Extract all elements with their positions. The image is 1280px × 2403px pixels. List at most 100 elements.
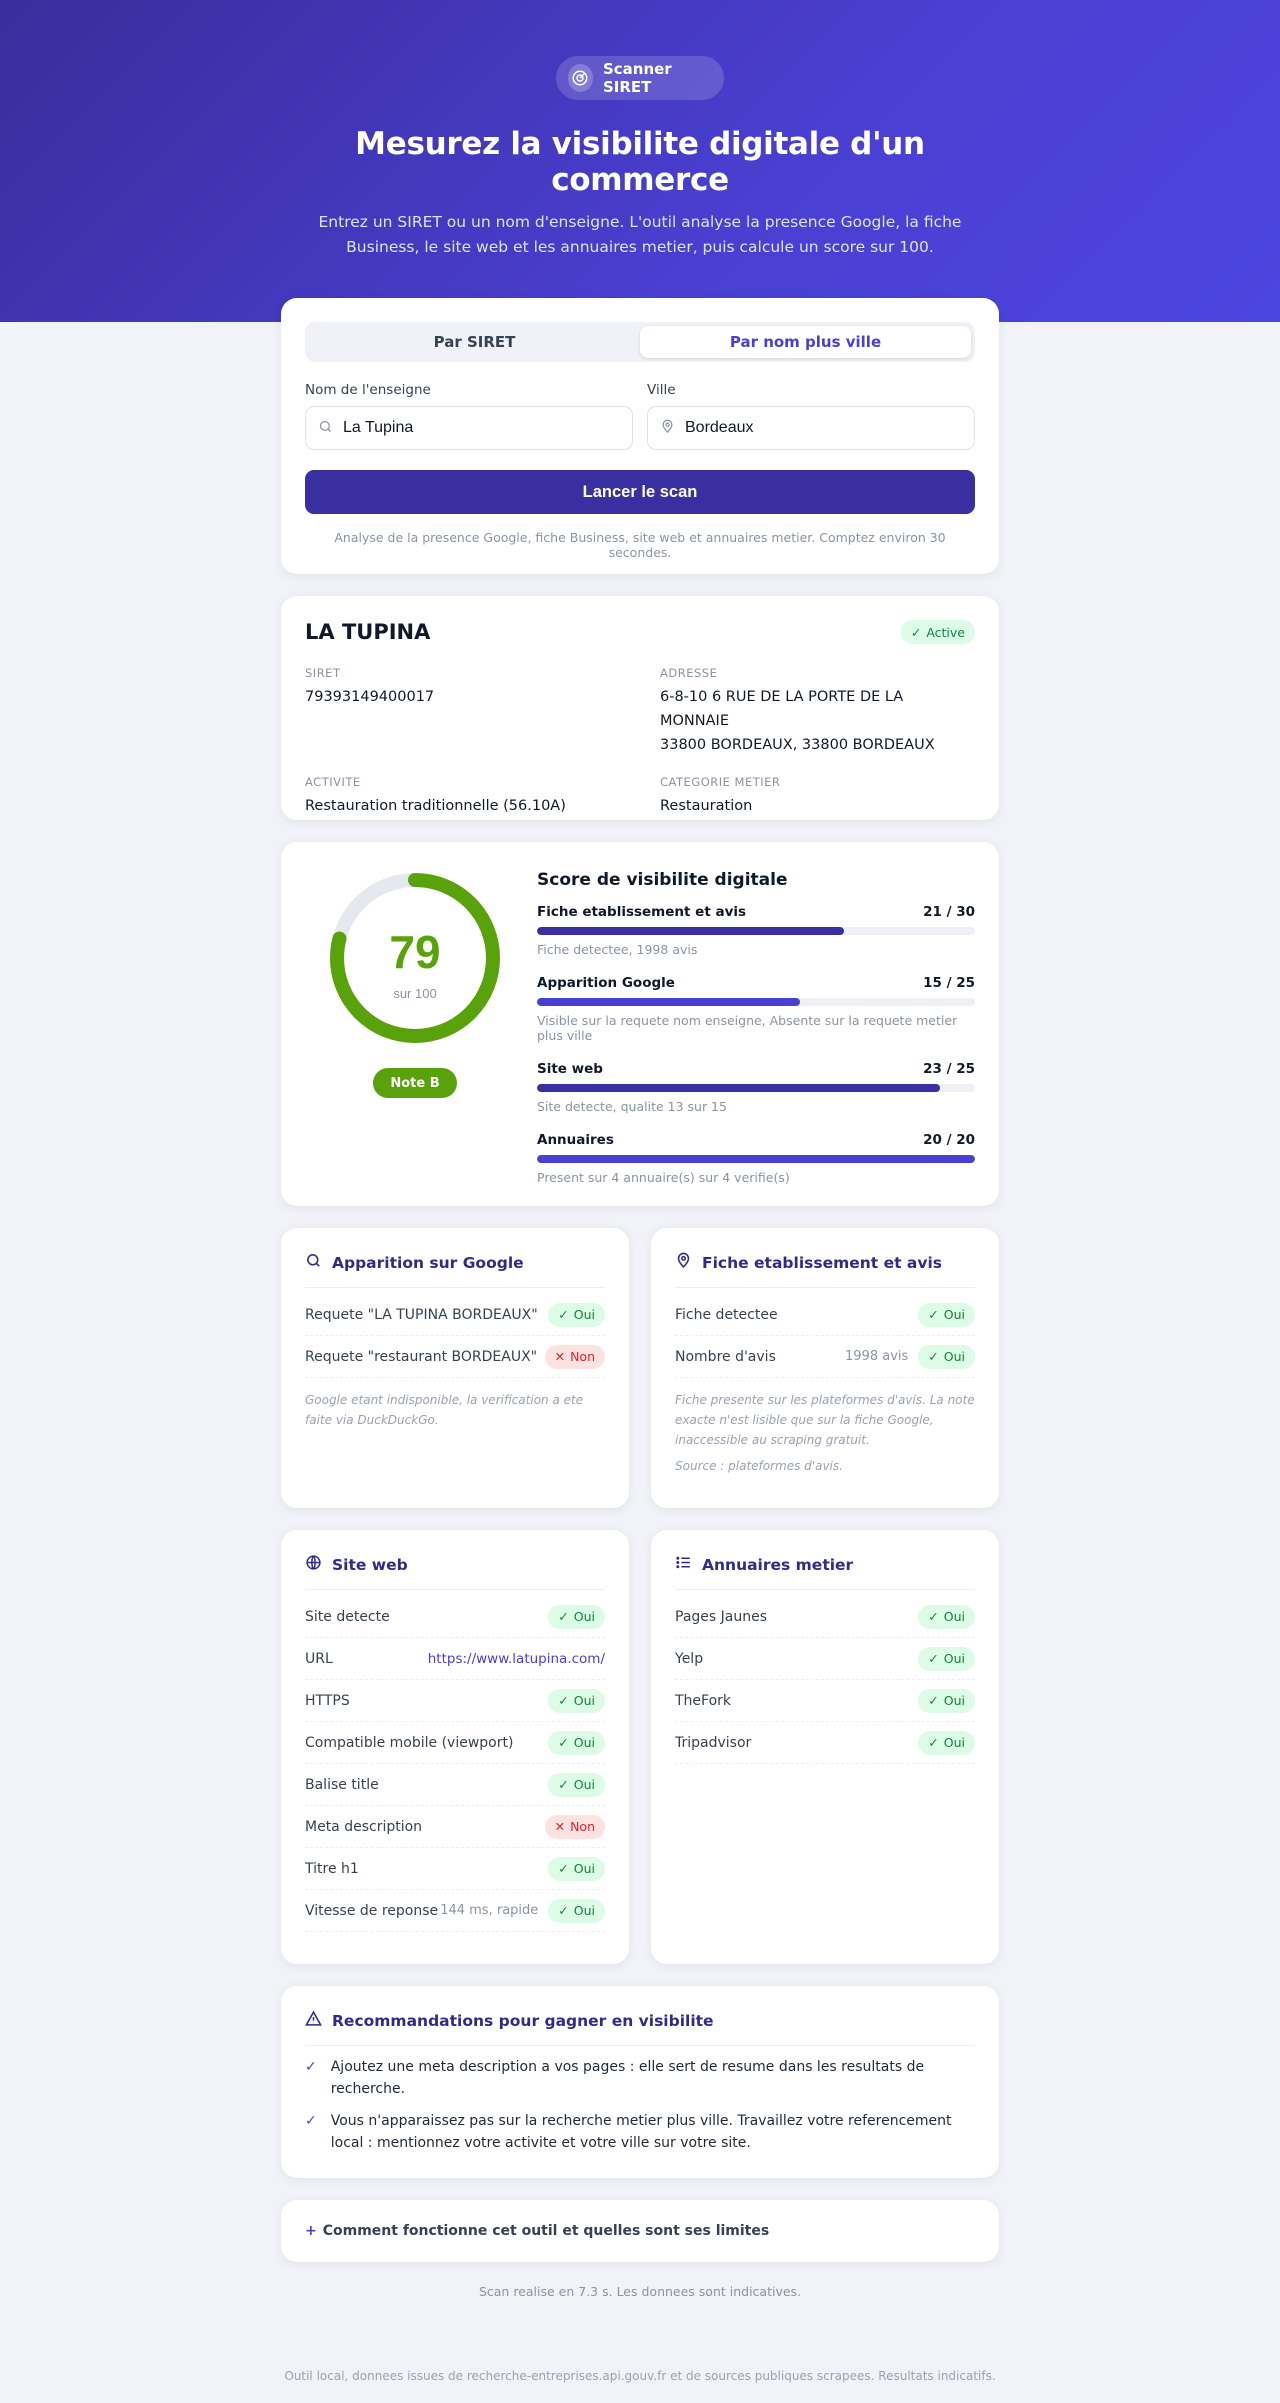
- check-row: Meta description ✕ Non: [305, 1806, 605, 1848]
- site-card: Site web Site detecte ✓ Oui URL https://www.…: [281, 1530, 629, 1964]
- faq-toggle[interactable]: + Comment fonctionne cet outil et quelles…: [281, 2200, 999, 2262]
- row-label: Yelp: [675, 1650, 704, 1667]
- row-label: Vitesse de reponse: [305, 1902, 439, 1919]
- check-row: Tripadvisor ✓ Oui: [675, 1722, 975, 1764]
- check-icon: ✓: [558, 1861, 569, 1876]
- check-icon: ✓: [928, 1693, 939, 1708]
- activity-label: ACTIVITE: [305, 775, 361, 789]
- scan-timing: Scan realise en 7.3 s. Les donnees sont …: [478, 2284, 802, 2299]
- score-bar-desc: Visible sur la requete nom enseigne, Abs…: [537, 1013, 958, 1043]
- globe-icon: [305, 1554, 322, 1575]
- google-title: Apparition sur Google: [332, 1253, 524, 1272]
- row-label: Fiche detectee: [675, 1306, 778, 1323]
- check-row: Site detecte ✓ Oui: [305, 1596, 605, 1638]
- city-field-wrapper: [647, 406, 975, 450]
- cross-icon: ✕: [554, 1349, 566, 1364]
- city-input[interactable]: [685, 419, 962, 437]
- score-bar-fill: [537, 927, 844, 935]
- score-bar-value: 23 / 25: [923, 1061, 975, 1077]
- app-badge-label: Scanner SIRET: [602, 60, 672, 96]
- row-extra: 1998 avis: [845, 1349, 909, 1364]
- score-bar-label: Site web: [537, 1061, 603, 1077]
- score-gauge: 79 sur 100: [330, 873, 500, 1043]
- fiche-card: Fiche etablissement et avis Fiche detect…: [651, 1228, 999, 1508]
- site-url-link[interactable]: https://www.latupina.com/: [427, 1650, 605, 1667]
- check-icon: ✓: [928, 1307, 939, 1322]
- page-title: Mesurez la visibilite digitale d'un comm…: [355, 126, 925, 198]
- faq-label: Comment fonctionne cet outil et quelles …: [322, 2223, 770, 2239]
- check-icon: ✓: [558, 1693, 569, 1708]
- tab-siret[interactable]: Par SIRET: [433, 333, 516, 351]
- row-label: Balise title: [305, 1776, 379, 1793]
- score-bar-track: [537, 927, 975, 935]
- check-row: Requete "restaurant BORDEAUX" ✕ Non: [305, 1336, 605, 1378]
- search-mode-toggle: Par SIRET Par nom plus ville: [305, 322, 975, 362]
- score-bar-label: Apparition Google: [537, 975, 675, 991]
- yes-badge: ✓ Oui: [548, 1772, 605, 1797]
- name-label: Nom de l'enseigne: [305, 382, 431, 398]
- row-label: HTTPS: [305, 1692, 350, 1709]
- score-gauge-arc: [330, 873, 500, 1043]
- score-bar: Annuaires 20 / 20 Present sur 4 annuaire(s…: [537, 1132, 975, 1185]
- page-footer: Outil local, donnees issues de recherche…: [284, 2369, 996, 2383]
- company-card: LA TUPINA ✓ Active SIRET 79393149400017 AD…: [281, 596, 999, 820]
- check-icon: ✓: [558, 1609, 569, 1624]
- score-bar-fill: [537, 1155, 975, 1163]
- check-row: Titre h1 ✓ Oui: [305, 1848, 605, 1890]
- radar-icon: [568, 64, 593, 92]
- yes-badge: ✓ Oui: [548, 1604, 605, 1629]
- check-row: Vitesse de reponse 144 ms, rapide ✓ Oui: [305, 1890, 605, 1932]
- check-icon: ✓: [305, 2113, 317, 2129]
- search-icon: [318, 419, 333, 438]
- activity-value: Restauration traditionnelle (56.10A): [305, 798, 566, 814]
- score-bar-desc: Fiche detectee, 1998 avis: [537, 942, 698, 957]
- score-card: 79 sur 100 Note B Score de visibilite di…: [281, 842, 999, 1206]
- score-bar: Site web 23 / 25 Site detecte, qualite 13 …: [537, 1061, 975, 1114]
- name-input[interactable]: [343, 419, 620, 437]
- reco-item: ✓ Ajoutez une meta description a vos page…: [305, 2056, 975, 2100]
- score-bar-track: [537, 1155, 975, 1163]
- tab-name-city[interactable]: Par nom plus ville: [640, 326, 971, 358]
- check-icon: ✓: [928, 1735, 939, 1750]
- yes-badge: ✓ Oui: [548, 1688, 605, 1713]
- check-row: Compatible mobile (viewport) ✓ Oui: [305, 1722, 605, 1764]
- fiche-title: Fiche etablissement et avis: [702, 1253, 943, 1272]
- check-icon: ✓: [910, 624, 922, 640]
- scan-hint: Analyse de la presence Google, fiche Bus…: [334, 530, 946, 560]
- check-row: Fiche detectee ✓ Oui: [675, 1294, 975, 1336]
- row-label: Pages Jaunes: [675, 1608, 767, 1625]
- row-label: Requete "LA TUPINA BORDEAUX": [305, 1306, 538, 1323]
- row-label: Meta description: [305, 1818, 423, 1835]
- score-bar-fill: [537, 998, 800, 1006]
- row-label: TheFork: [675, 1692, 732, 1709]
- category-value: Restauration: [660, 798, 753, 814]
- yes-badge: ✓ Oui: [548, 1302, 605, 1327]
- category-label: CATEGORIE METIER: [660, 775, 781, 789]
- page-container: Scanner SIRET Mesurez la visibilite digi…: [281, 0, 999, 2403]
- score-bar-label: Annuaires: [537, 1132, 614, 1148]
- row-label: Site detecte: [305, 1608, 390, 1625]
- check-row: Pages Jaunes ✓ Oui: [675, 1596, 975, 1638]
- yes-badge: ✓ Oui: [548, 1856, 605, 1881]
- row-label: Tripadvisor: [675, 1734, 752, 1751]
- scan-button[interactable]: Lancer le scan: [305, 470, 975, 514]
- yes-badge: ✓ Oui: [918, 1302, 975, 1327]
- cross-icon: ✕: [554, 1819, 566, 1834]
- address-label: ADRESSE: [660, 666, 718, 680]
- app-badge: Scanner SIRET: [556, 56, 724, 100]
- row-label: Titre h1: [305, 1860, 359, 1877]
- page-subtitle: Entrez un SIRET ou un nom d'enseigne. L'…: [318, 213, 962, 256]
- check-icon: ✓: [928, 1349, 939, 1364]
- row-label: Nombre d'avis: [675, 1348, 776, 1365]
- yes-badge: ✓ Oui: [918, 1344, 975, 1369]
- fiche-source: Source : plateformes d'avis.: [675, 1459, 843, 1473]
- reco-title: Recommandations pour gagner en visibilit…: [332, 2011, 714, 2030]
- check-row: Nombre d'avis 1998 avis ✓ Oui: [675, 1336, 975, 1378]
- score-bar-track: [537, 998, 975, 1006]
- check-icon: ✓: [558, 1777, 569, 1792]
- yes-badge: ✓ Oui: [918, 1646, 975, 1671]
- yes-badge: ✓ Oui: [918, 1604, 975, 1629]
- scan-form: Par SIRET Par nom plus ville Nom de l'en…: [281, 298, 999, 574]
- no-badge: ✕ Non: [544, 1814, 605, 1839]
- warning-icon: [305, 2010, 322, 2031]
